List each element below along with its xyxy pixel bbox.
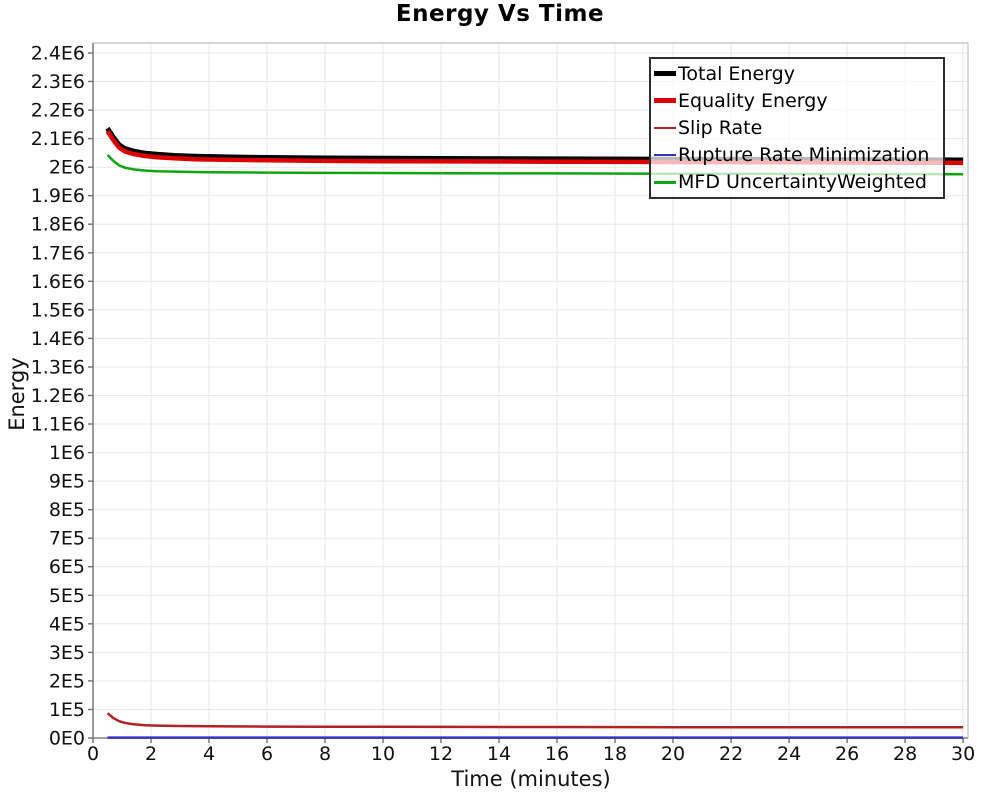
x-tick-label: 0 <box>87 743 99 765</box>
chart-title: Energy Vs Time <box>395 1 605 27</box>
y-tick-label: 2.1E6 <box>31 128 85 150</box>
y-tick-label: 1E5 <box>49 699 85 721</box>
legend-line-swatch <box>654 98 676 104</box>
x-tick-label: 26 <box>835 743 859 765</box>
y-tick-label: 2.3E6 <box>31 71 85 93</box>
x-tick-label: 28 <box>893 743 917 765</box>
x-tick-label: 8 <box>319 743 331 765</box>
series-lines <box>105 126 964 739</box>
y-axis-label: Energy <box>5 357 29 431</box>
y-tick-label: 7E5 <box>49 528 85 550</box>
y-tick-label: 1.1E6 <box>31 414 85 436</box>
y-tick-label: 2.4E6 <box>31 43 85 65</box>
y-tick-label: 3E5 <box>49 642 85 664</box>
series-line-slip-rate <box>106 712 964 729</box>
y-tick-label: 4E5 <box>49 613 85 635</box>
legend-label: MFD UncertaintyWeighted <box>678 171 927 194</box>
y-tick-label: 5E5 <box>49 585 85 607</box>
legend-item-mfd-uncertaintyweighted: MFD UncertaintyWeighted <box>654 169 943 196</box>
y-tick-label: 2.2E6 <box>31 100 85 122</box>
y-tick-label: 0E0 <box>49 728 85 750</box>
x-axis-label: Time (minutes) <box>451 767 611 791</box>
x-tick-label: 24 <box>777 743 801 765</box>
legend-line-swatch <box>654 126 676 130</box>
y-tick-label: 1.4E6 <box>31 328 85 350</box>
legend-line-swatch <box>654 153 676 157</box>
legend-label: Slip Rate <box>678 116 763 139</box>
legend-label: Total Energy <box>678 62 795 85</box>
y-tick-label: 1.5E6 <box>31 299 85 321</box>
y-tick-label: 1.6E6 <box>31 271 85 293</box>
x-tick-label: 4 <box>203 743 215 765</box>
tick-labels: 0E0 1E5 2E5 3E5 4E5 5E5 6E5 7E5 8E5 9E5 1E6 1.1E6 1.… <box>31 43 976 766</box>
y-tick-label: 2E5 <box>49 670 85 692</box>
legend-line-swatch <box>654 71 676 77</box>
y-tick-label: 9E5 <box>49 471 85 493</box>
y-tick-label: 1.7E6 <box>31 242 85 264</box>
x-tick-label: 12 <box>429 743 453 765</box>
legend-label: Equality Energy <box>678 89 828 112</box>
x-tick-label: 6 <box>261 743 273 765</box>
y-tick-label: 1E6 <box>49 442 85 464</box>
x-tick-label: 16 <box>545 743 569 765</box>
y-tick-label: 1.3E6 <box>31 357 85 379</box>
legend-item-total-energy: Total Energy <box>654 60 943 87</box>
legend-item-rupture-rate-minimization: Rupture Rate Minimization <box>654 142 943 169</box>
y-tick-label: 8E5 <box>49 499 85 521</box>
x-tick-label: 10 <box>371 743 395 765</box>
y-tick-label: 6E5 <box>49 556 85 578</box>
legend-item-slip-rate: Slip Rate <box>654 114 943 141</box>
x-tick-label: 30 <box>951 743 975 765</box>
x-tick-label: 2 <box>145 743 157 765</box>
x-tick-label: 20 <box>661 743 685 765</box>
x-tick-label: 22 <box>719 743 743 765</box>
legend-label: Rupture Rate Minimization <box>678 144 930 167</box>
legend: Total Energy Equality Energy Slip Rate Rupt… <box>649 57 945 199</box>
x-tick-label: 14 <box>487 743 511 765</box>
y-tick-label: 1.2E6 <box>31 385 85 407</box>
y-tick-label: 1.9E6 <box>31 185 85 207</box>
legend-item-equality-energy: Equality Energy <box>654 87 943 114</box>
series-line-mfd-uncertaintyweighted <box>106 154 964 176</box>
y-tick-label: 2E6 <box>49 157 85 179</box>
y-tick-label: 1.8E6 <box>31 214 85 236</box>
x-tick-label: 18 <box>603 743 627 765</box>
legend-line-swatch <box>654 181 676 184</box>
